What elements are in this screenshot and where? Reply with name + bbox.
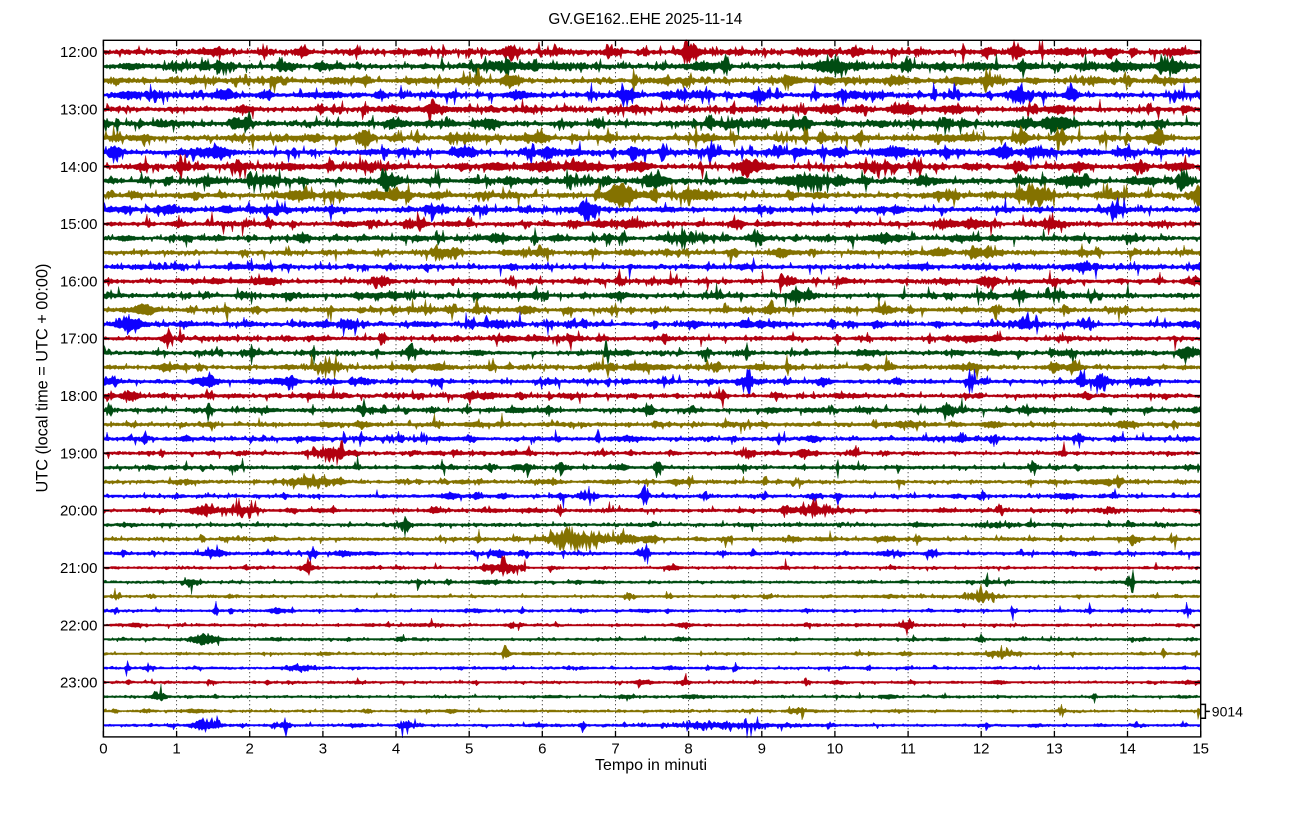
svg-text:17:00: 17:00 [60, 331, 98, 348]
svg-text:5: 5 [465, 741, 473, 758]
svg-text:23:00: 23:00 [60, 675, 98, 692]
svg-text:19:00: 19:00 [60, 445, 98, 462]
svg-text:UTC (local time = UTC + 00:00): UTC (local time = UTC + 00:00) [34, 264, 52, 493]
svg-text:0: 0 [99, 741, 107, 758]
svg-text:16:00: 16:00 [60, 273, 98, 290]
svg-text:15:00: 15:00 [60, 216, 98, 233]
svg-text:8: 8 [684, 741, 692, 758]
svg-text:4: 4 [392, 741, 400, 758]
svg-text:6: 6 [538, 741, 546, 758]
svg-text:Tempo in minuti: Tempo in minuti [595, 757, 707, 774]
svg-text:18:00: 18:00 [60, 388, 98, 405]
svg-text:9014: 9014 [1212, 703, 1243, 719]
svg-text:11: 11 [900, 741, 916, 758]
svg-text:13: 13 [1046, 741, 1063, 758]
svg-text:1: 1 [172, 741, 180, 758]
svg-text:3: 3 [319, 741, 327, 758]
svg-text:7: 7 [611, 741, 619, 758]
svg-text:13:00: 13:00 [60, 102, 98, 119]
svg-text:15: 15 [1192, 741, 1209, 758]
svg-text:GV.GE162..EHE 2025-11-14: GV.GE162..EHE 2025-11-14 [548, 11, 742, 28]
svg-text:14: 14 [1119, 741, 1136, 758]
svg-text:10: 10 [827, 741, 844, 758]
svg-text:2: 2 [246, 741, 254, 758]
svg-text:12:00: 12:00 [60, 44, 98, 61]
svg-text:22:00: 22:00 [60, 617, 98, 634]
svg-text:20:00: 20:00 [60, 503, 98, 520]
svg-text:9: 9 [758, 741, 766, 758]
svg-text:12: 12 [973, 741, 990, 758]
svg-text:14:00: 14:00 [60, 159, 98, 176]
svg-text:21:00: 21:00 [60, 560, 98, 577]
